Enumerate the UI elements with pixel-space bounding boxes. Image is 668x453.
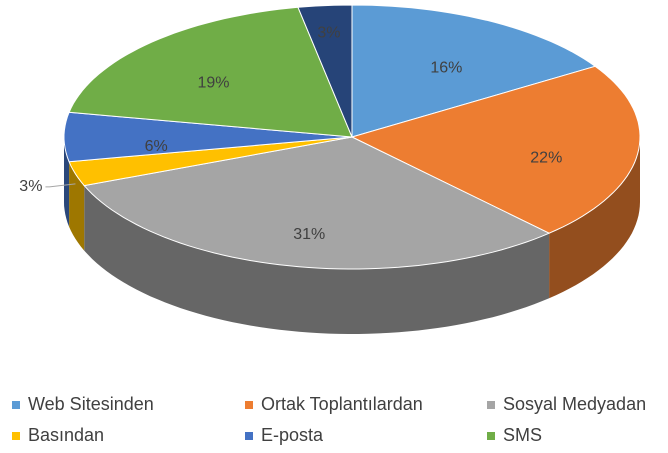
slice <box>297 4 353 138</box>
slice-side <box>549 137 640 299</box>
legend-swatch <box>12 432 20 440</box>
legend-label: Sosyal Medyadan <box>503 394 646 414</box>
data-label: 6% <box>145 138 168 155</box>
data-label: 19% <box>198 75 230 92</box>
legend-swatch <box>487 401 495 409</box>
slice <box>68 6 353 138</box>
leader-line <box>45 183 76 188</box>
legend-label: E-posta <box>261 425 324 445</box>
data-label: 3% <box>19 178 42 195</box>
legend-swatch <box>245 401 253 409</box>
legend-label: Basından <box>28 425 104 445</box>
legend-label: Ortak Toplantılardan <box>261 394 423 414</box>
legend-swatch <box>245 432 253 440</box>
data-label: 31% <box>293 226 325 243</box>
slice <box>350 65 641 234</box>
data-label: 22% <box>530 149 562 166</box>
data-label: 3% <box>317 25 340 42</box>
slice <box>63 111 353 163</box>
data-label: 16% <box>430 60 462 77</box>
legend-label: Web Sitesinden <box>28 394 154 414</box>
slice <box>351 4 597 138</box>
legend-swatch <box>487 432 495 440</box>
slice <box>83 136 551 270</box>
legend-swatch <box>12 401 20 409</box>
slice <box>68 136 353 187</box>
slice-side <box>84 185 550 334</box>
legend-label: SMS <box>503 425 542 445</box>
